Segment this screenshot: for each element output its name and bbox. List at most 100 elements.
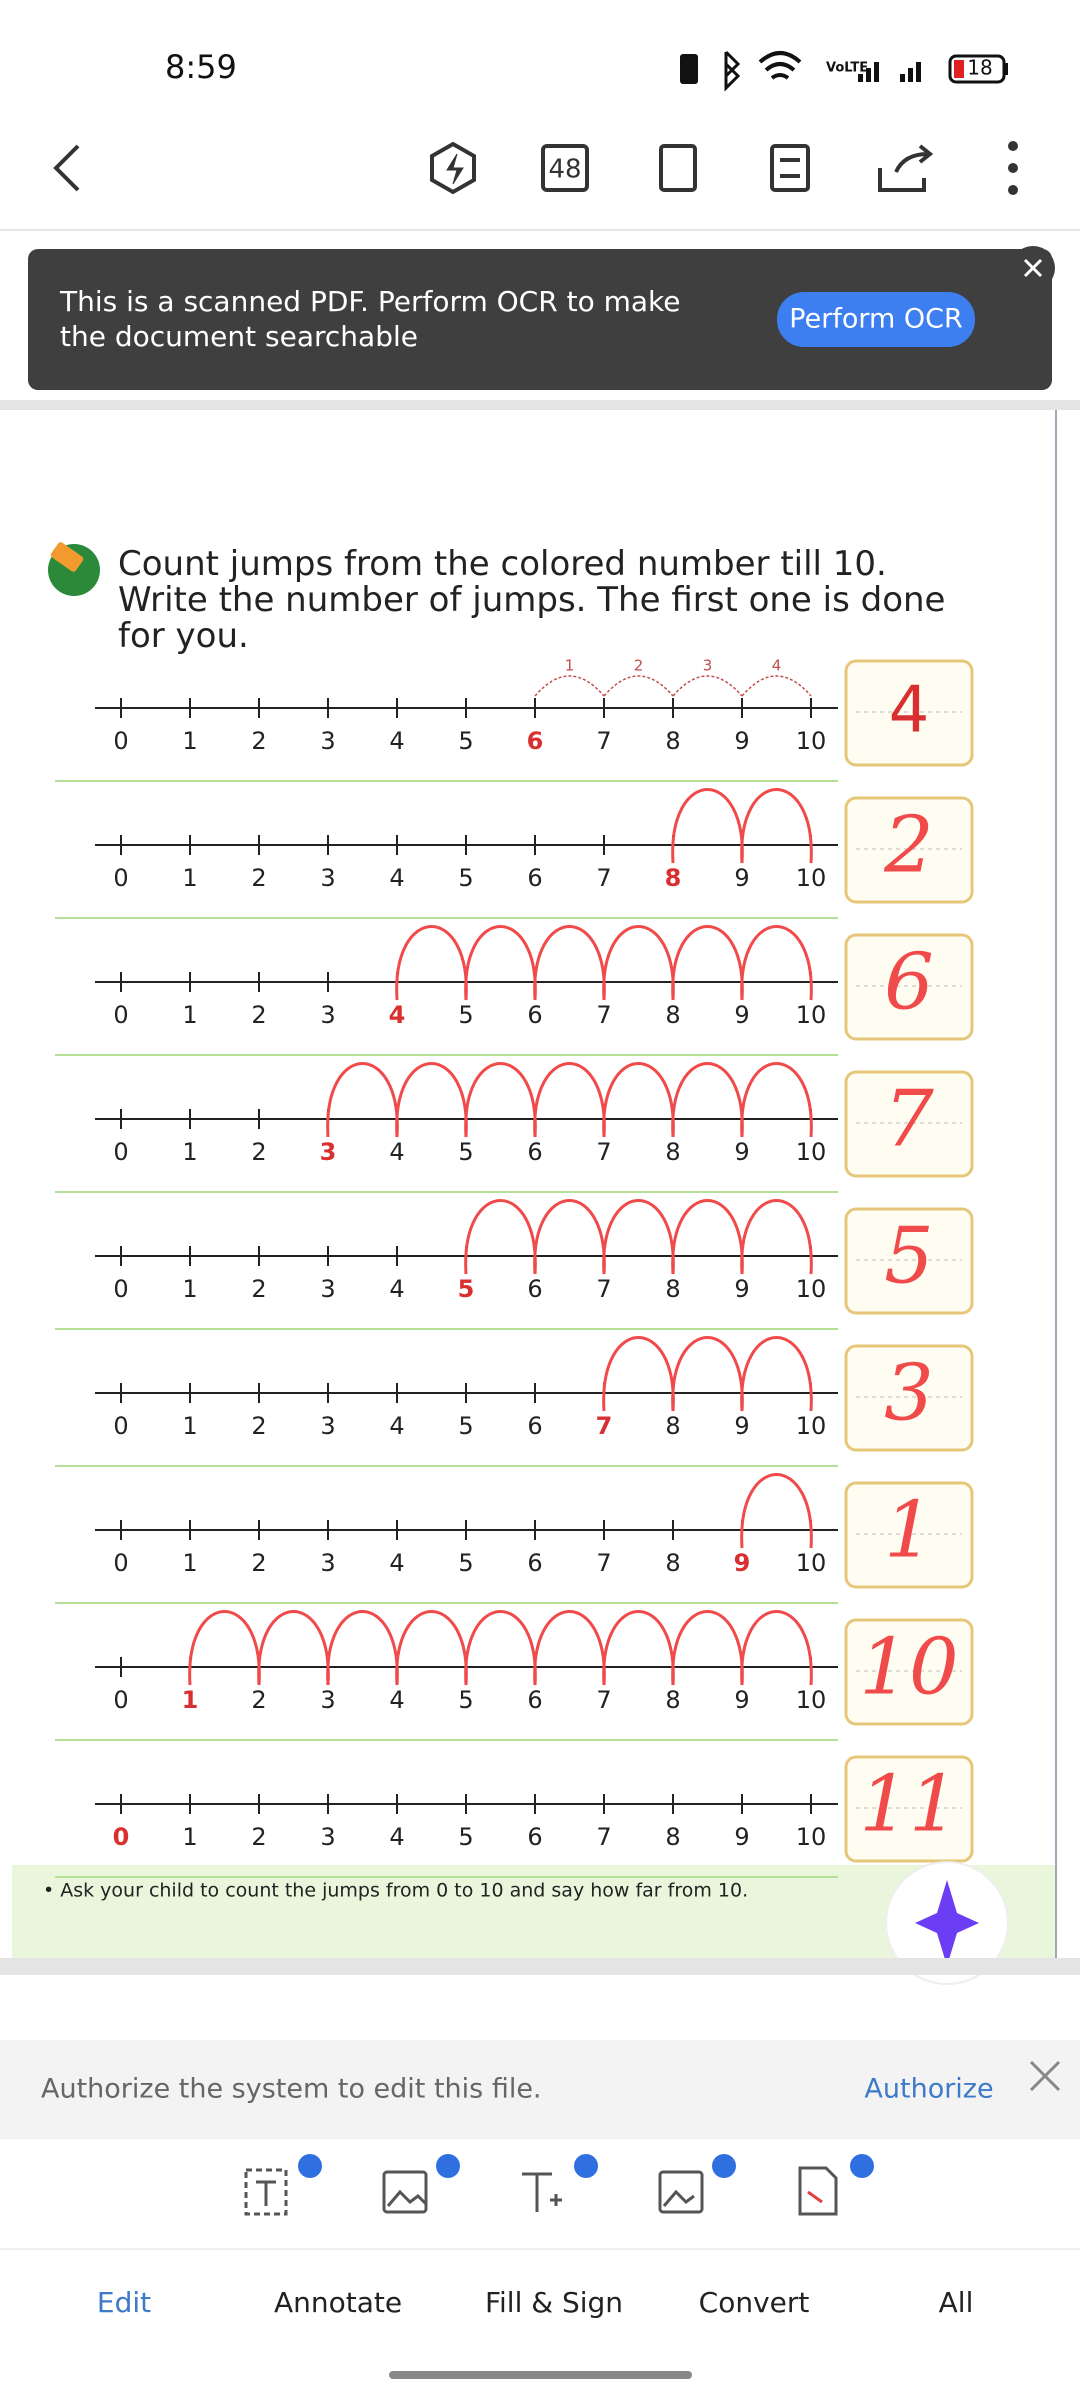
answer: 10 — [859, 1623, 958, 1713]
tab[interactable]: Annotate — [274, 2286, 402, 2319]
scale-label: 0 — [113, 1138, 128, 1166]
handwritten-jump — [464, 1062, 537, 1138]
handwritten-jump — [533, 1062, 606, 1138]
tab[interactable]: Edit — [97, 2286, 151, 2319]
scale-label: 9 — [734, 1686, 749, 1714]
jump-number: 3 — [703, 657, 713, 675]
ocr-button-label[interactable]: Perform OCR — [789, 304, 962, 335]
handwritten-jump — [740, 1336, 813, 1412]
add-text-tool[interactable] — [522, 2172, 562, 2212]
handwritten-jump — [602, 1062, 675, 1138]
scale-label: 10 — [796, 1138, 827, 1166]
fullscreen-button[interactable] — [659, 144, 697, 192]
scale-label: 2 — [251, 1001, 266, 1029]
scale-label: 8 — [665, 1138, 680, 1166]
answer-box — [844, 1207, 974, 1315]
scale-label: 3 — [320, 727, 335, 755]
page-footer-band — [12, 1865, 1056, 1958]
scale-label: 8 — [665, 1412, 680, 1440]
scale-label: 5 — [458, 1412, 473, 1440]
scale-label: 2 — [251, 1275, 266, 1303]
share-button[interactable] — [878, 144, 934, 192]
scale-label: 3 — [320, 1686, 335, 1714]
scale-label: 7 — [596, 1275, 611, 1303]
add-image-tool[interactable] — [658, 2170, 704, 2214]
scale-label: 2 — [251, 1549, 266, 1577]
scale-label: 7 — [596, 1138, 611, 1166]
scale-label: 9 — [734, 727, 749, 755]
scale-label: 1 — [182, 727, 197, 755]
ai-assistant-button[interactable] — [885, 1861, 1009, 1985]
handwritten-jump — [326, 1062, 399, 1138]
jump-number: 1 — [565, 657, 575, 675]
scale-label: 1 — [182, 864, 197, 892]
jump-number: 4 — [772, 657, 782, 675]
ocr-close[interactable] — [1011, 246, 1055, 290]
authorize-close[interactable] — [1029, 2060, 1061, 2092]
footnote: • Ask your child to count the jumps from… — [43, 1880, 748, 1902]
authorize-bar — [0, 2040, 1080, 2139]
handwritten-jump — [395, 1610, 468, 1686]
scale-label: 10 — [796, 1001, 827, 1029]
scale-label: 5 — [458, 864, 473, 892]
scale-label: 0 — [113, 1686, 128, 1714]
scale-label: 3 — [320, 1275, 335, 1303]
scale-label: 1 — [182, 1412, 197, 1440]
tab[interactable]: All — [939, 2286, 974, 2319]
scale-label: 1 — [182, 1138, 197, 1166]
scale-label: 4 — [389, 1412, 404, 1440]
answer-box — [844, 659, 974, 767]
handwritten-jump — [671, 1199, 744, 1275]
scale-label: 8 — [665, 1275, 680, 1303]
tab[interactable]: Fill & Sign — [485, 2286, 623, 2319]
handwritten-jump — [740, 1610, 813, 1686]
handwritten-jump — [740, 1062, 813, 1138]
svg-text:VoLTE: VoLTE — [826, 61, 868, 76]
ai-button[interactable] — [430, 141, 476, 195]
scale-label: 6 — [527, 1549, 542, 1577]
edit-image-tool[interactable] — [382, 2170, 428, 2214]
authorize-message: Authorize the system to edit this file. — [41, 2074, 542, 2105]
answer: 5 — [884, 1212, 934, 1302]
page-count-button[interactable] — [541, 144, 589, 192]
scale-label: 0 — [113, 864, 128, 892]
scale-label: 9 — [734, 864, 749, 892]
example-jump — [672, 675, 743, 697]
scale-label: 5 — [458, 1549, 473, 1577]
scale-label: 9 — [734, 1275, 749, 1303]
answer-box — [844, 1618, 974, 1726]
scale-label: 1 — [182, 1275, 197, 1303]
scale-label: 8 — [665, 1001, 680, 1029]
back-button[interactable] — [53, 144, 80, 192]
example-jump — [603, 675, 674, 697]
scale-label: 8 — [665, 1686, 680, 1714]
more-button[interactable] — [1008, 141, 1018, 195]
scale-label: 9 — [734, 1823, 749, 1851]
example-jump — [741, 675, 812, 697]
edit-tools — [244, 2166, 838, 2216]
convert-tool[interactable] — [798, 2166, 838, 2216]
view-mode-button[interactable] — [770, 144, 810, 192]
scale-label: 2 — [251, 1138, 266, 1166]
handwritten-jump — [671, 788, 744, 864]
authorize-button[interactable]: Authorize — [864, 2074, 993, 2105]
bottom-tabs: Edit Annotate Fill & Sign Convert All — [97, 2286, 973, 2319]
edit-text-tool[interactable] — [244, 2168, 288, 2216]
scale-label: 5 — [458, 1275, 475, 1303]
scale-label: 9 — [734, 1138, 749, 1166]
handwritten-jump — [464, 925, 537, 1001]
handwritten-jump — [740, 788, 813, 864]
scale-label: 10 — [796, 1823, 827, 1851]
tab[interactable]: Convert — [699, 2286, 810, 2319]
ocr-button[interactable] — [777, 292, 975, 347]
scale-label: 6 — [527, 1275, 542, 1303]
handwritten-jump — [395, 1062, 468, 1138]
handwritten-jump — [395, 925, 468, 1001]
scale-label: 4 — [389, 864, 404, 892]
handwritten-jump — [464, 1610, 537, 1686]
scale-label: 7 — [596, 1823, 611, 1851]
example-jump — [534, 675, 605, 697]
scale-label: 6 — [527, 1686, 542, 1714]
scale-label: 1 — [182, 1549, 197, 1577]
